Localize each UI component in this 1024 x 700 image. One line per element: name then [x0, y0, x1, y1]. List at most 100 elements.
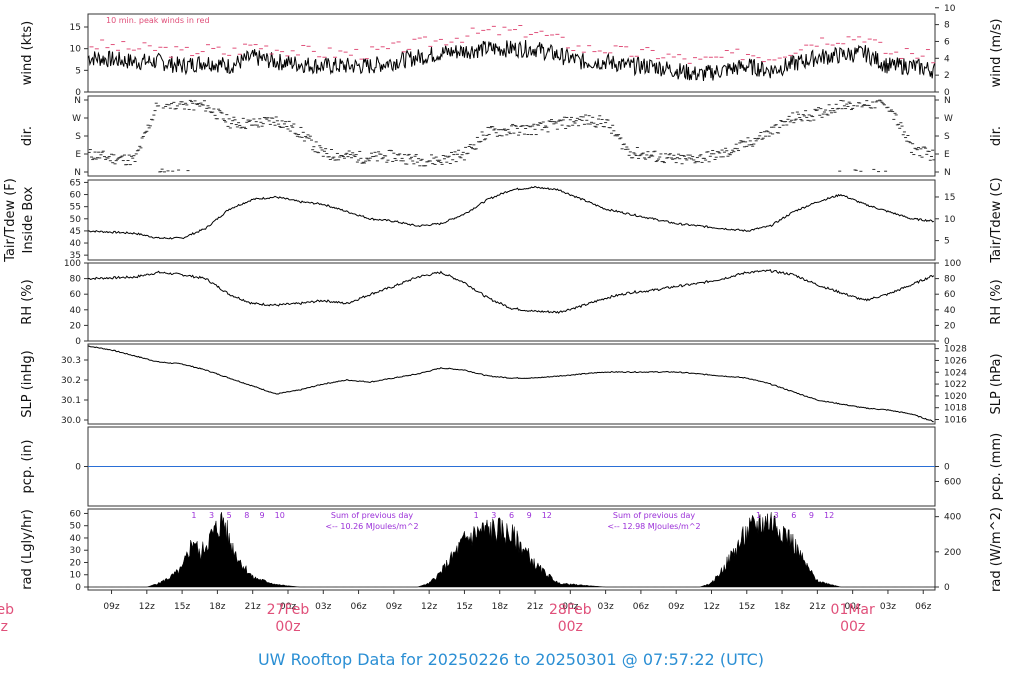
rh-right-tick-label: 0: [944, 337, 950, 347]
dir-right-tick-label: S: [944, 132, 950, 142]
rh-right-tick-label: 80: [944, 275, 956, 285]
temp-left-tick-label: 65: [70, 178, 81, 188]
temp-left-tick-label: 60: [70, 191, 82, 201]
rad-panel-frame: [87, 508, 936, 591]
rad-right-axis-label: rad (W/m^2): [989, 507, 1004, 592]
date-label-cut: eb: [0, 602, 14, 618]
solar-hour-label: 8: [244, 511, 249, 520]
pcp-right-tick-label: 0: [944, 463, 950, 473]
wind-right-axis-label: wind (m/s): [989, 19, 1004, 88]
time-tick-label: 00z: [562, 602, 578, 612]
rad-left-tick-label: 50: [70, 522, 82, 532]
rh-right-axis-label: RH (%): [989, 279, 1004, 324]
rh-left-axis-label: RH (%): [20, 279, 35, 324]
rh-left-tick-label: 80: [70, 275, 82, 285]
date-label: 01Mar: [831, 602, 875, 618]
relative-humidity-line: [87, 268, 935, 314]
wind-right-tick-label: 10: [944, 4, 956, 14]
temp-right-tick-label: 15: [944, 193, 955, 203]
rad-left-tick-label: 20: [70, 558, 82, 568]
solar-hour-label: 9: [527, 511, 532, 520]
time-tick-label: 12z: [139, 602, 155, 612]
solar-hour-label: 1: [474, 511, 479, 520]
rad-right-tick-label: 600: [944, 477, 961, 487]
wind-left-tick-label: 5: [75, 66, 81, 76]
dir-right-tick-label: W: [944, 114, 953, 124]
slp-right-tick-label: 1024: [944, 368, 967, 378]
temp-left-tick-label: 40: [70, 239, 82, 249]
solar-hour-label: 12: [542, 511, 552, 520]
rh-panel-frame: [87, 262, 936, 342]
solar-hour-label: 12: [824, 511, 834, 520]
dir-right-tick-label: N: [944, 96, 951, 106]
daily-sum-value: <-- 10.26 MJoules/m^2: [325, 522, 418, 531]
solar-hour-label: 5: [227, 511, 232, 520]
chart-title: UW Rooftop Data for 20250226 to 20250301…: [258, 650, 764, 669]
wind-left-tick-label: 15: [70, 23, 81, 33]
dir-right-tick-label: E: [944, 150, 950, 160]
slp-left-tick-label: 30.3: [61, 356, 81, 366]
pcp-left-tick-label: 0: [75, 463, 81, 473]
rad-left-tick-label: 40: [70, 534, 82, 544]
slp-right-tick-label: 1028: [944, 345, 967, 355]
temp-left-axis-label-2: Inside Box: [21, 186, 36, 253]
slp-right-tick-label: 1016: [944, 416, 967, 426]
dir-left-tick-label: S: [75, 132, 81, 142]
date-sub-label: 00z: [275, 619, 300, 635]
time-tick-label: 06z: [633, 602, 649, 612]
solar-hour-label: 1: [191, 511, 196, 520]
solar-hour-label: 3: [774, 511, 779, 520]
solar-hour-label: 6: [509, 511, 514, 520]
rad-left-tick-label: 10: [70, 571, 82, 581]
dir-left-tick-label: W: [72, 114, 81, 124]
slp-left-tick-label: 30.0: [61, 416, 81, 426]
rh-left-tick-label: 0: [75, 337, 81, 347]
dir-left-tick-label: N: [74, 96, 81, 106]
slp-right-tick-label: 1022: [944, 380, 967, 390]
dir-panel-frame: [87, 95, 936, 177]
rad-right-tick-label: 400: [944, 513, 961, 523]
time-tick-label: 09z: [103, 602, 119, 612]
slp-right-tick-label: 1026: [944, 356, 967, 366]
dir-left-tick-label: N: [74, 168, 81, 178]
wind-left-tick-label: 10: [70, 45, 82, 55]
daily-sum-value: <-- 12.98 MJoules/m^2: [607, 522, 700, 531]
rh-right-tick-label: 20: [944, 321, 956, 331]
solar-hour-label: 6: [791, 511, 796, 520]
dir-left-tick-label: E: [75, 150, 81, 160]
dir-left-axis-label: dir.: [20, 126, 35, 146]
time-tick-label: 09z: [668, 602, 684, 612]
solar-hour-label: 3: [209, 511, 214, 520]
rh-right-tick-label: 60: [944, 290, 956, 300]
solar-hour-label: 3: [491, 511, 496, 520]
slp-left-tick-label: 30.2: [61, 376, 81, 386]
rh-left-tick-label: 40: [70, 306, 82, 316]
time-tick-label: 21z: [245, 602, 261, 612]
radiation-area: [88, 512, 935, 588]
time-tick-label: 21z: [527, 602, 543, 612]
temp-right-tick-label: 5: [944, 237, 950, 247]
time-tick-label: 21z: [809, 602, 825, 612]
rad-right-tick-label: 0: [944, 583, 950, 593]
rad-left-axis-label: rad (Lgly/hr): [20, 509, 35, 590]
wind-right-tick-label: 0: [944, 88, 950, 98]
temp-left-tick-label: 45: [70, 227, 81, 237]
time-tick-label: 03z: [880, 602, 896, 612]
date-sub-label-cut: z: [1, 619, 8, 635]
slp-left-axis-label: SLP (inHg): [20, 350, 35, 418]
wind-right-tick-label: 4: [944, 54, 950, 64]
wind-speed-line: [87, 39, 936, 81]
time-tick-label: 12z: [421, 602, 437, 612]
dir-right-tick-label: N: [944, 168, 951, 178]
date-sub-label: 00z: [840, 619, 865, 635]
solar-hour-label: 9: [809, 511, 814, 520]
wind-right-tick-label: 2: [944, 71, 950, 81]
rad-left-tick-label: 0: [75, 583, 81, 593]
rh-left-tick-label: 100: [64, 259, 81, 269]
date-label: 28Feb: [549, 602, 592, 618]
temp-right-axis-label: Tair/Tdew (C): [989, 177, 1004, 263]
rad-left-tick-label: 60: [70, 509, 82, 519]
temp-panel-frame: [87, 179, 936, 261]
time-tick-label: 15z: [456, 602, 472, 612]
